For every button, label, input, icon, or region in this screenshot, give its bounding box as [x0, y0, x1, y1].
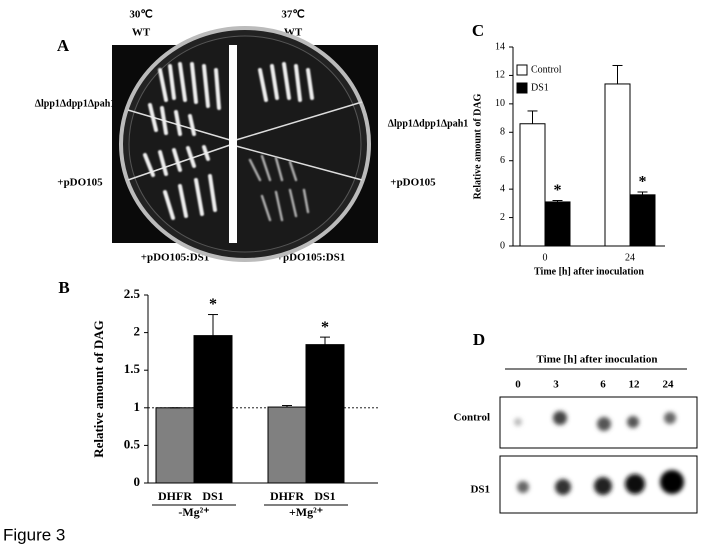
bar — [629, 194, 656, 247]
blot-title: Time [h] after inoculation — [537, 354, 658, 366]
y-axis-label: Relative amount of DAG — [472, 93, 483, 199]
strain-label: +pDO105 — [390, 177, 436, 189]
legend-label: Control — [531, 64, 562, 75]
bar — [544, 201, 571, 247]
significance-mark: * — [209, 296, 217, 313]
legend-label: DS1 — [531, 82, 549, 93]
blot-spots — [514, 411, 684, 495]
x-tick-label: 24 — [625, 252, 635, 263]
y-tick-label: 2 — [134, 324, 141, 339]
time-label: 24 — [663, 379, 675, 391]
legend-swatch — [516, 64, 528, 76]
caption: Figure 3 — [3, 525, 65, 544]
strain-label: Δlpp1Δdpp1Δpah1 — [35, 98, 116, 109]
y-axis-label: Relative amount of DAG — [91, 320, 106, 458]
y-tick-label: 14 — [495, 41, 505, 52]
time-label: 3 — [553, 379, 559, 391]
y-tick-label: 4 — [500, 183, 505, 194]
legend-swatch — [516, 82, 528, 94]
y-tick-label: 10 — [495, 98, 505, 109]
x-tick-label: DS1 — [202, 489, 223, 503]
significance-mark: * — [554, 182, 562, 199]
bar — [604, 83, 631, 247]
time-label: 6 — [600, 379, 606, 391]
y-tick-label: 2.5 — [124, 286, 141, 301]
temp-label: 37℃ — [281, 9, 304, 21]
significance-mark: * — [321, 319, 329, 336]
row-label: DS1 — [470, 484, 490, 496]
y-tick-label: 12 — [495, 70, 505, 81]
strain-label: +pDO105:DS1 — [141, 252, 210, 264]
plate-photo — [112, 26, 378, 262]
y-tick-label: 1 — [134, 399, 141, 414]
y-tick-label: 0 — [500, 240, 505, 251]
y-tick-label: 8 — [500, 127, 505, 138]
time-label: 12 — [629, 379, 641, 391]
y-tick-label: 1.5 — [124, 361, 141, 376]
group-label: -Mg²⁺ — [178, 505, 209, 519]
panel-label: B — [58, 278, 69, 297]
temp-label: 30℃ — [129, 9, 152, 21]
x-tick-label: DHFR — [158, 489, 192, 503]
bar — [519, 123, 546, 247]
y-tick-label: 0 — [134, 474, 141, 489]
significance-mark: * — [639, 174, 647, 191]
x-axis-label: Time [h] after inoculation — [534, 266, 644, 277]
y-tick-label: 2 — [500, 212, 505, 223]
strain-label: +pDO105:DS1 — [277, 252, 346, 264]
strain-label: WT — [132, 27, 151, 39]
y-tick-label: 0.5 — [124, 436, 141, 451]
panel-label: D — [473, 330, 485, 349]
bar — [305, 344, 345, 484]
panel-label: C — [472, 21, 484, 40]
x-tick-label: DS1 — [314, 489, 335, 503]
strain-label: +pDO105 — [57, 177, 103, 189]
y-tick-label: 6 — [500, 155, 505, 166]
bar — [267, 406, 307, 484]
x-tick-label: 0 — [543, 252, 548, 263]
x-tick-label: DHFR — [270, 489, 304, 503]
group-label: +Mg²⁺ — [289, 505, 323, 519]
bar — [193, 335, 233, 484]
panel-label: A — [57, 36, 70, 55]
row-label: Control — [454, 412, 490, 424]
strain-label: Δlpp1Δdpp1Δpah1 — [388, 118, 469, 129]
bar — [155, 407, 195, 484]
time-label: 0 — [515, 379, 521, 391]
